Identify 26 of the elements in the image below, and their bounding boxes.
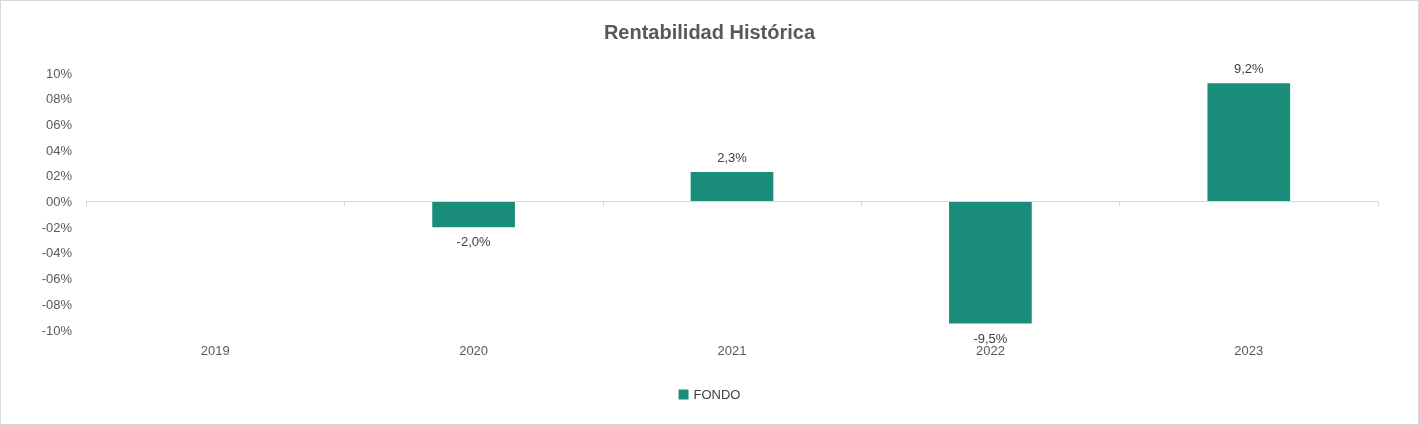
bar xyxy=(1207,83,1291,202)
y-tick-label: -02% xyxy=(41,219,73,235)
y-tick-label: -06% xyxy=(41,271,73,287)
y-tick-label: -08% xyxy=(41,296,73,312)
y-tick-label: -04% xyxy=(41,245,73,261)
data-label: -2,0% xyxy=(456,234,492,250)
x-tick-label: 2019 xyxy=(200,343,230,358)
y-tick-label: 10% xyxy=(45,65,73,81)
data-label: 2,3% xyxy=(717,149,748,165)
legend-label: FONDO xyxy=(693,387,741,402)
data-label: 9,2% xyxy=(1233,61,1265,77)
bar xyxy=(432,201,515,228)
y-tick-label: 06% xyxy=(45,116,73,132)
x-tick-label: 2023 xyxy=(1234,343,1264,358)
y-tick-label: -10% xyxy=(41,322,73,338)
x-tick-label: 2022 xyxy=(975,343,1005,358)
bar xyxy=(690,171,774,202)
x-tick-label: 2020 xyxy=(459,343,489,358)
x-tick-label: 2021 xyxy=(717,343,747,358)
y-tick-label: 08% xyxy=(45,91,73,107)
bar xyxy=(949,201,1032,324)
y-tick-label: 02% xyxy=(45,168,73,184)
y-tick-label: 00% xyxy=(45,194,73,209)
data-label: -9,5% xyxy=(973,330,1008,346)
y-tick-label: 04% xyxy=(45,142,73,158)
chart-title: Rentabilidad Histórica xyxy=(603,21,816,43)
